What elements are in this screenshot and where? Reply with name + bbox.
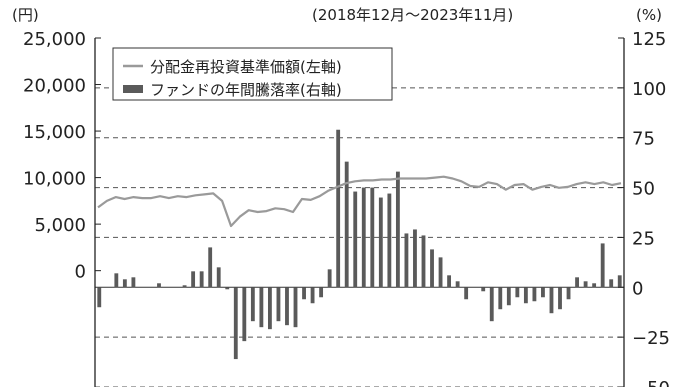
line-path — [97, 175, 622, 228]
bar — [250, 287, 255, 322]
bar — [336, 129, 341, 288]
bar — [523, 287, 528, 304]
legend-bar-label: ファンドの年間騰落率(右軸) — [150, 81, 342, 99]
left-tick-label: 10,000 — [23, 169, 86, 190]
bar — [327, 269, 332, 288]
bar — [413, 229, 417, 288]
right-tick-label: 75 — [632, 129, 655, 150]
bar — [157, 283, 161, 288]
left-tick-label: 15,000 — [23, 122, 86, 143]
bar — [353, 191, 358, 288]
bar — [302, 287, 306, 300]
bar — [285, 287, 289, 326]
bar — [498, 287, 503, 310]
bar — [566, 287, 571, 300]
bar — [549, 287, 554, 314]
bar — [378, 197, 383, 288]
bar — [541, 287, 545, 298]
right-tick-label: 0 — [632, 278, 643, 299]
right-tick-label: 25 — [632, 228, 655, 249]
bar — [242, 287, 247, 342]
bar — [199, 271, 204, 288]
bar — [600, 243, 605, 288]
legend-box — [112, 47, 393, 101]
bar — [310, 287, 315, 304]
right-tick-label: 125 — [632, 29, 666, 50]
legend-bar-swatch — [123, 85, 143, 93]
legend-line-label: 分配金再投資基準価額(左軸) — [150, 58, 342, 76]
bar — [558, 287, 562, 310]
period-label: (2018年12月～2023年11月) — [312, 6, 513, 24]
bar — [515, 287, 520, 298]
bar — [395, 171, 400, 288]
bar — [506, 287, 511, 306]
left-tick-label: 0 — [75, 262, 86, 283]
bar — [430, 249, 434, 288]
left-unit-label: (円) — [12, 6, 39, 24]
bar — [361, 187, 366, 288]
bar — [455, 281, 460, 288]
bar — [97, 287, 102, 308]
bar — [267, 287, 272, 330]
bar — [114, 273, 119, 288]
right-unit-label: (%) — [636, 6, 662, 24]
bar — [370, 187, 375, 288]
bar — [191, 271, 196, 288]
legend: 分配金再投資基準価額(左軸) ファンドの年間騰落率(右軸) — [112, 47, 393, 101]
bar — [225, 287, 230, 290]
line-series — [97, 175, 622, 228]
bar — [404, 233, 409, 288]
bar — [421, 235, 426, 288]
bar — [319, 287, 324, 298]
bar — [583, 281, 588, 288]
right-tick-label: 100 — [632, 79, 666, 100]
bar — [464, 287, 469, 300]
bar — [344, 161, 349, 288]
left-tick-label: 25,000 — [23, 29, 86, 50]
bar-series — [97, 129, 622, 360]
bar — [122, 279, 127, 288]
bar — [481, 287, 486, 292]
grid-lines — [95, 87, 624, 387]
bar — [609, 279, 614, 288]
axes — [94, 38, 625, 387]
bar — [216, 267, 221, 288]
left-tick-label: 5,000 — [34, 215, 86, 236]
bar — [387, 193, 392, 288]
bar — [259, 287, 264, 328]
left-axis-ticks: 0 5,000 10,000 15,000 20,000 25,000 — [23, 29, 101, 283]
bar — [532, 287, 537, 302]
bar — [233, 287, 238, 360]
bar — [489, 287, 494, 322]
right-tick-label: 50 — [632, 179, 655, 200]
bar — [447, 275, 452, 288]
bar — [293, 287, 298, 328]
bar — [131, 277, 136, 288]
bar — [617, 275, 622, 288]
bar — [182, 285, 187, 288]
bar — [592, 283, 597, 288]
bar — [208, 247, 213, 288]
left-tick-label: 20,000 — [23, 76, 86, 97]
bar — [276, 287, 281, 322]
bar — [575, 277, 579, 288]
right-tick-label: −50 — [632, 378, 670, 387]
right-tick-label: −25 — [632, 328, 670, 349]
right-axis-ticks: −50 −25 0 25 50 75 100 125 — [618, 29, 670, 387]
bar — [438, 257, 443, 288]
